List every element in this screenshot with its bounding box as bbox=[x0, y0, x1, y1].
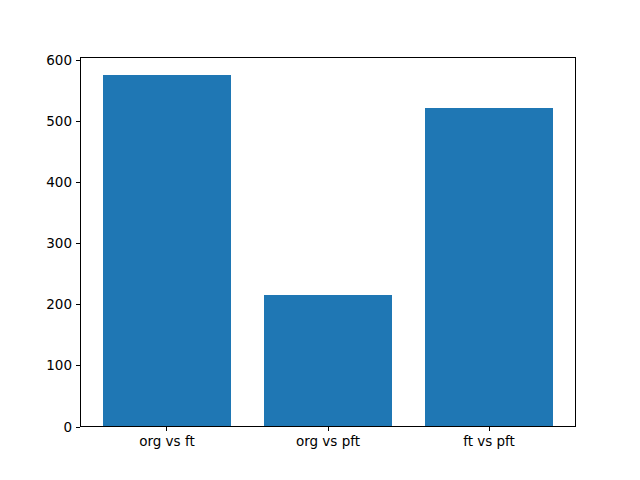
y-tick-label: 500 bbox=[0, 113, 72, 130]
y-tick-label: 400 bbox=[0, 174, 72, 191]
y-tick-mark bbox=[76, 60, 80, 61]
y-tick-label: 300 bbox=[0, 235, 72, 252]
bar bbox=[425, 108, 554, 426]
y-tick-mark bbox=[76, 304, 80, 305]
x-tick-label: ft vs pft bbox=[419, 433, 559, 450]
x-tick-mark bbox=[166, 427, 167, 431]
x-tick-label: org vs pft bbox=[258, 433, 398, 450]
y-tick-label: 600 bbox=[0, 52, 72, 69]
y-tick-mark bbox=[76, 365, 80, 366]
x-tick-label: org vs ft bbox=[97, 433, 237, 450]
bar bbox=[264, 295, 393, 426]
plot-area bbox=[80, 57, 576, 427]
bar bbox=[103, 75, 232, 426]
y-tick-label: 200 bbox=[0, 296, 72, 313]
y-tick-mark bbox=[76, 427, 80, 428]
y-tick-label: 0 bbox=[0, 419, 72, 436]
y-tick-mark bbox=[76, 121, 80, 122]
y-tick-label: 100 bbox=[0, 357, 72, 374]
x-tick-mark bbox=[328, 427, 329, 431]
figure: 0 100 200 300 400 500 600 org vs ft org vs pft ft… bbox=[0, 0, 640, 480]
x-tick-mark bbox=[489, 427, 490, 431]
y-tick-mark bbox=[76, 243, 80, 244]
y-tick-mark bbox=[76, 182, 80, 183]
